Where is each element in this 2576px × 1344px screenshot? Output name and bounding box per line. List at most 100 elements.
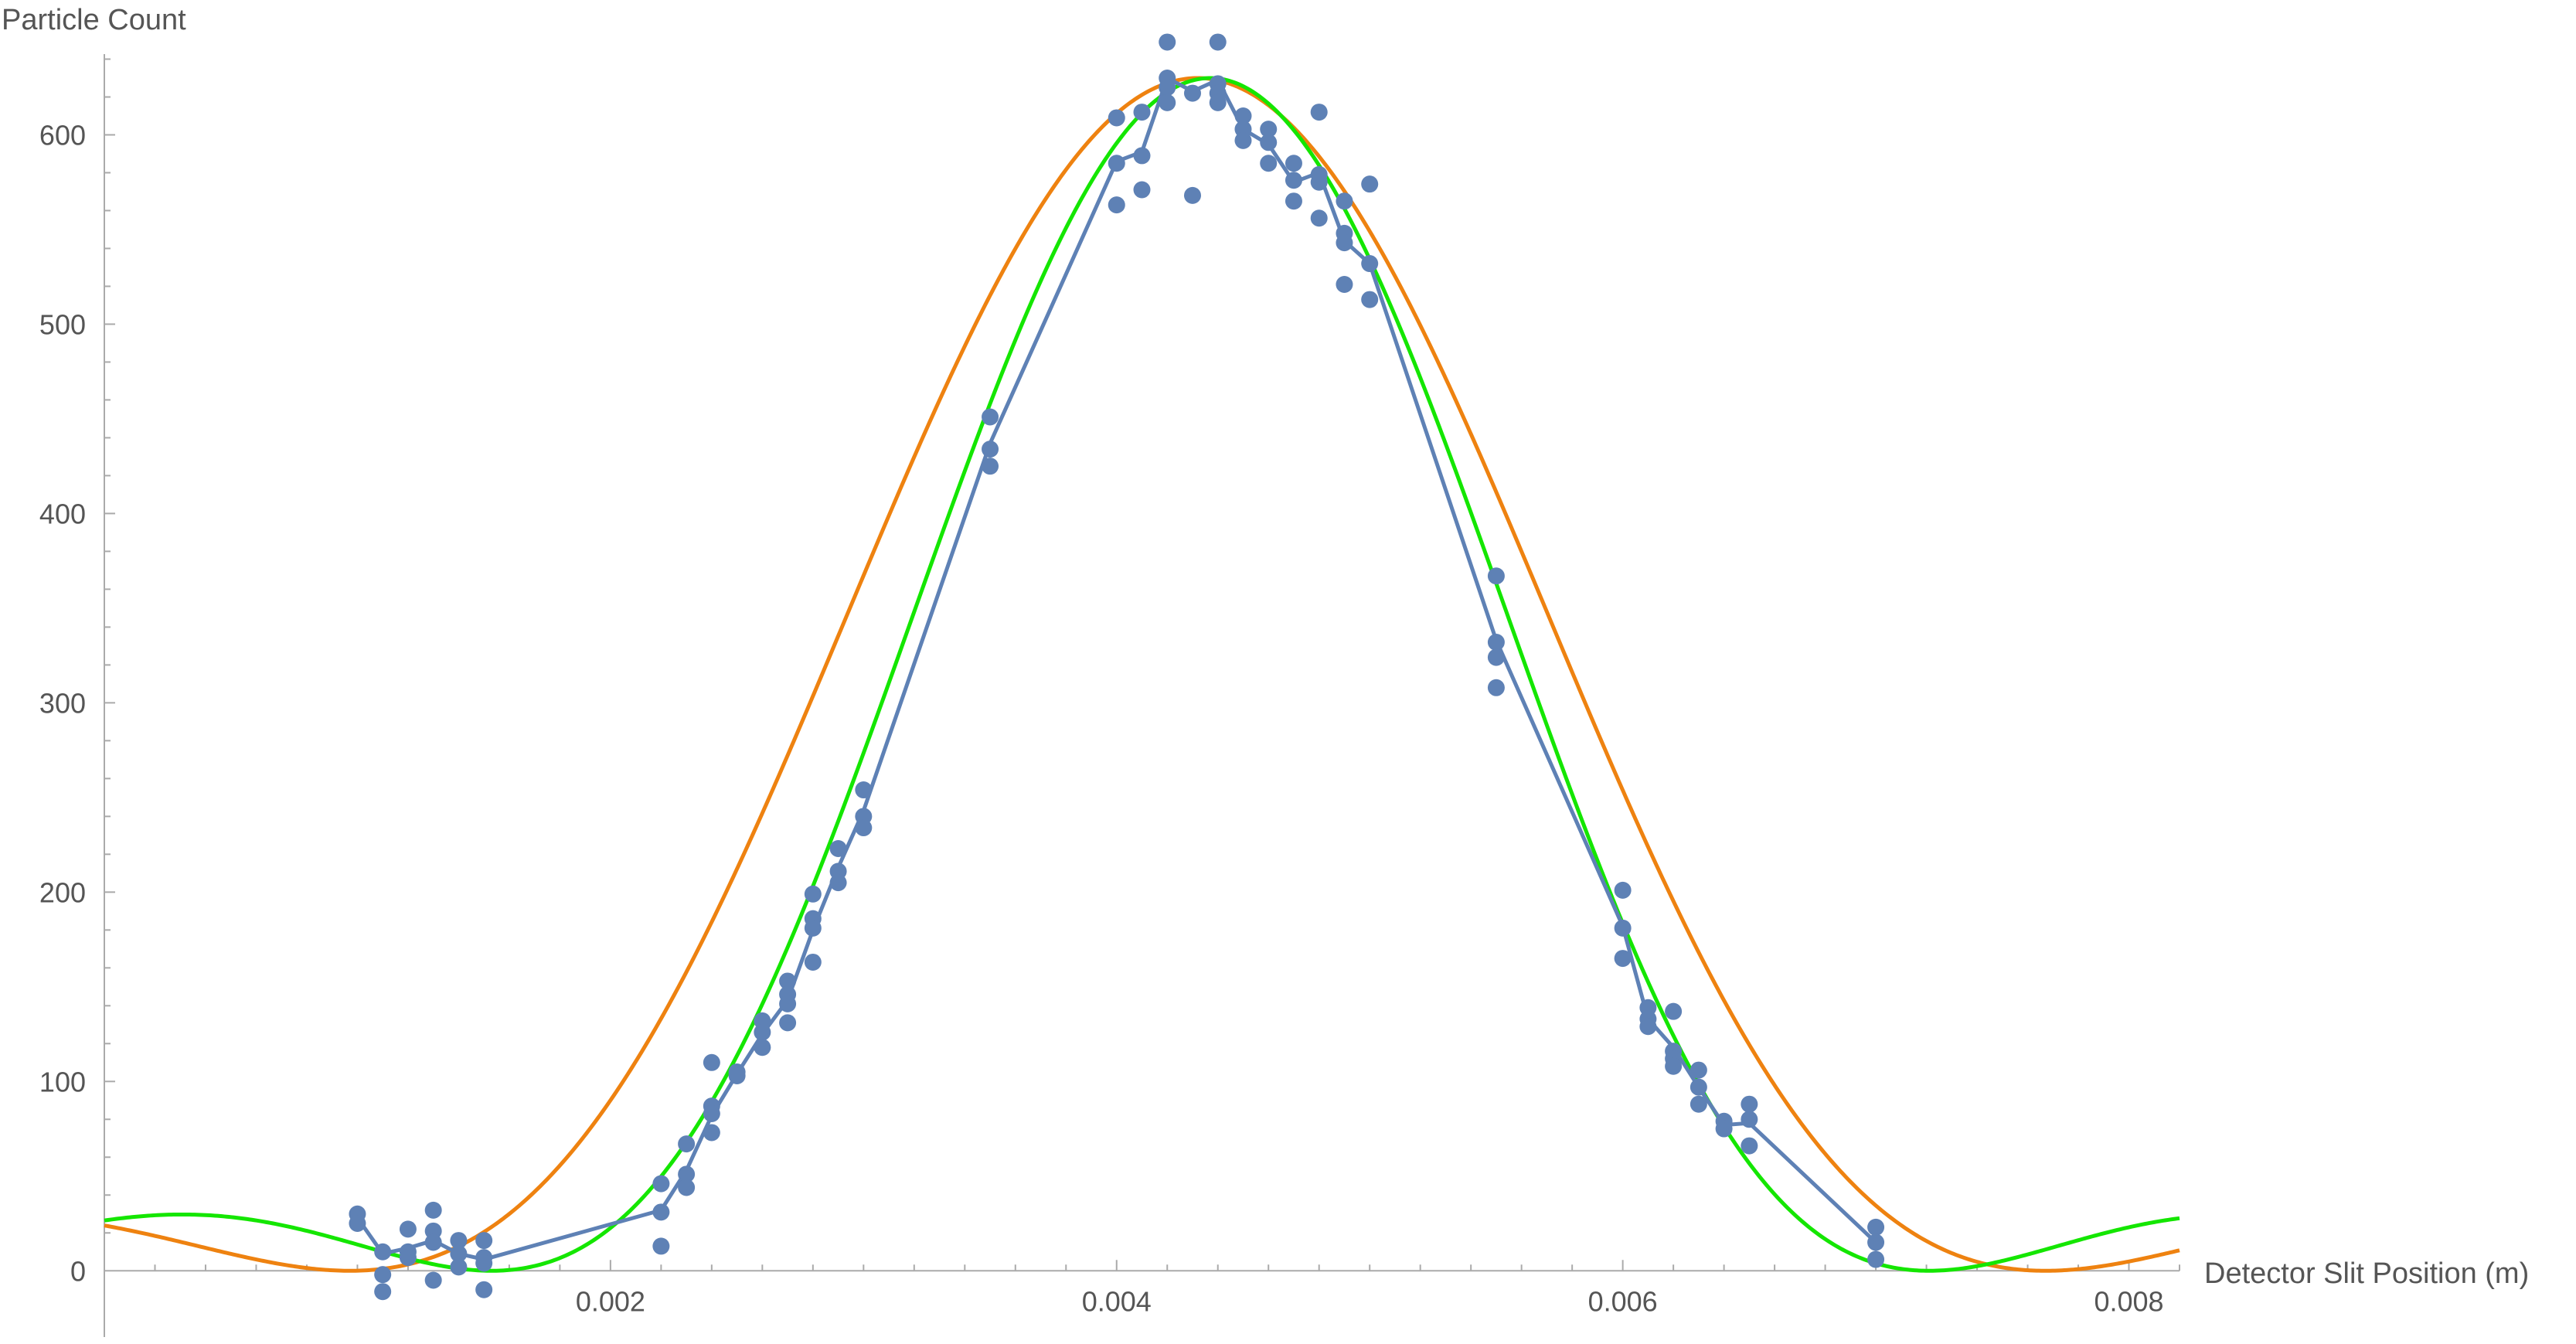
data-point — [1260, 155, 1278, 172]
data-point — [703, 1053, 720, 1071]
y-ticks: 0 100 200 300 400 500 600 — [39, 58, 115, 1287]
data-point — [1285, 172, 1302, 189]
data-point — [678, 1179, 696, 1196]
data-point — [829, 839, 847, 857]
x-axis-label: Detector Slit Position (m) — [2204, 1257, 2529, 1290]
data-point — [1159, 33, 1176, 51]
data-point — [1487, 648, 1505, 666]
data-point — [424, 1201, 442, 1219]
data-point — [703, 1104, 720, 1122]
x-tick-label: 0.002 — [576, 1285, 645, 1317]
data-point — [399, 1220, 417, 1238]
data-point — [450, 1258, 468, 1276]
data-point — [1183, 186, 1201, 204]
data-point — [652, 1175, 670, 1193]
data-point — [1209, 94, 1227, 111]
x-ticks: 0.002 0.004 0.006 0.008 — [154, 1260, 2180, 1317]
data-point — [1665, 1002, 1683, 1020]
data-point — [1260, 134, 1278, 151]
data-point — [754, 1023, 771, 1041]
data-point — [475, 1254, 493, 1272]
data-point — [1285, 155, 1302, 172]
y-tick-label: 600 — [39, 119, 86, 151]
data-point — [1234, 107, 1252, 124]
data-point — [1108, 196, 1125, 214]
data-point — [1690, 1078, 1707, 1096]
data-point — [1614, 919, 1632, 937]
data-point — [1234, 131, 1252, 149]
data-point — [1336, 276, 1353, 293]
data-point — [1741, 1137, 1758, 1155]
data-point — [1361, 291, 1379, 308]
data-point — [728, 1067, 746, 1084]
fit-curves — [104, 76, 2180, 1273]
y-tick-label: 300 — [39, 687, 86, 719]
y-tick-label: 200 — [39, 876, 86, 908]
data-point — [678, 1165, 696, 1183]
data-point — [1639, 1018, 1657, 1036]
x-tick-label: 0.006 — [1588, 1285, 1658, 1317]
data-point — [1690, 1061, 1707, 1079]
data-point — [1665, 1057, 1683, 1075]
data-point — [779, 1014, 797, 1032]
data-point — [1310, 209, 1328, 227]
data-point — [804, 885, 822, 903]
y-tick-label: 500 — [39, 308, 86, 340]
data-point — [374, 1243, 392, 1261]
data-point — [804, 953, 822, 971]
data-point — [754, 1039, 771, 1056]
orange-fit-curve — [104, 76, 2180, 1273]
data-point — [1285, 192, 1302, 210]
data-point — [1310, 104, 1328, 121]
data-point — [1336, 192, 1353, 210]
data-point — [1361, 255, 1379, 273]
data-point — [424, 1233, 442, 1251]
x-tick-label: 0.008 — [2094, 1285, 2163, 1317]
data-point — [982, 408, 999, 426]
data-point — [374, 1283, 392, 1301]
data-point — [424, 1271, 442, 1289]
data-point — [1108, 109, 1125, 127]
data-point — [475, 1281, 493, 1298]
y-tick-label: 0 — [70, 1255, 86, 1287]
data-point — [1867, 1233, 1885, 1251]
data-point — [804, 919, 822, 937]
data-point — [1715, 1120, 1733, 1138]
data-point — [1133, 147, 1151, 165]
data-point — [652, 1237, 670, 1255]
data-point — [1336, 234, 1353, 252]
data-point — [1310, 173, 1328, 191]
data-point — [475, 1232, 493, 1250]
data-line-layer — [356, 76, 1877, 1262]
y-tick-label: 100 — [39, 1066, 86, 1097]
data-point — [779, 972, 797, 990]
data-points — [349, 33, 1885, 1301]
green-fit-curve — [104, 76, 2180, 1273]
data-point — [1487, 567, 1505, 585]
y-axis-label: Particle Count — [2, 4, 186, 36]
axes: 0.002 0.004 0.006 0.008 0 100 200 300 400 500 600 — [39, 54, 2180, 1337]
data-point — [779, 995, 797, 1012]
data-point — [1159, 79, 1176, 97]
data-point — [450, 1232, 468, 1250]
data-point — [1867, 1218, 1885, 1236]
data-point — [1487, 633, 1505, 651]
data-point — [1133, 104, 1151, 121]
data-point — [349, 1215, 366, 1233]
data-point — [1614, 881, 1632, 899]
data-point — [1741, 1095, 1758, 1113]
data-point — [374, 1266, 392, 1284]
data-point — [703, 1124, 720, 1142]
data-point — [1108, 155, 1125, 172]
data-point — [1741, 1111, 1758, 1128]
data-point — [855, 781, 873, 799]
data-point — [1867, 1250, 1885, 1268]
data-point — [982, 441, 999, 458]
y-tick-label: 400 — [39, 498, 86, 529]
data-point — [652, 1203, 670, 1221]
data-point — [1260, 121, 1278, 138]
data-point — [1361, 175, 1379, 193]
data-point — [1614, 950, 1632, 968]
